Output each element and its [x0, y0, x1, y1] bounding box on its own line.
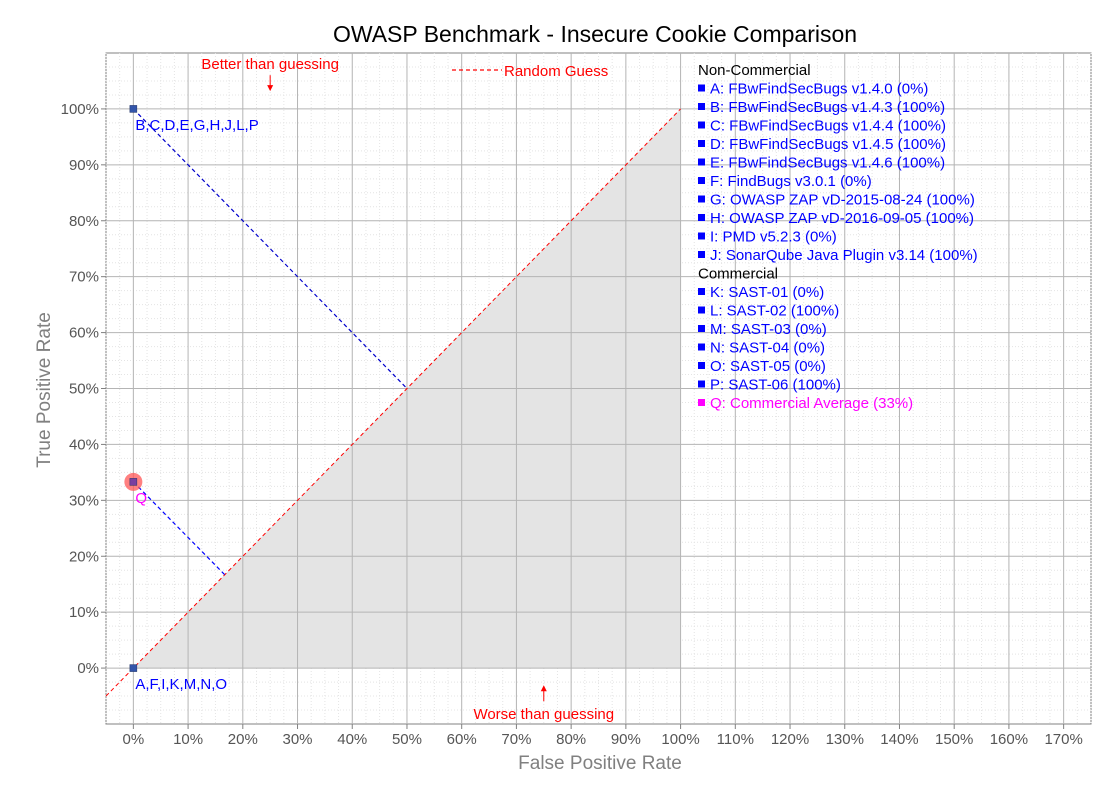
y-tick-label: 70% [69, 269, 99, 286]
x-tick-label: 30% [283, 731, 313, 748]
x-tick-label: 160% [990, 731, 1028, 748]
legend-item: O: SAST-05 (0%) [710, 358, 826, 375]
annotation-arrow-head [267, 85, 274, 92]
legend: Non-Commercial A: FBwFindSecBugs v1.4.0 (… [698, 62, 978, 412]
annotation-text: Worse than guessing [473, 706, 614, 723]
legend-swatch [698, 362, 705, 369]
x-tick-label: 150% [935, 731, 973, 748]
y-tick-label: 40% [69, 436, 99, 453]
legend-swatch [698, 84, 705, 92]
x-tick-label: 90% [611, 731, 641, 748]
legend-swatch [698, 140, 705, 147]
y-tick-label: 50% [69, 381, 99, 398]
legend-swatch [698, 195, 705, 203]
legend-item: Q: Commercial Average (33%) [710, 395, 913, 412]
legend-item: L: SAST-02 (100%) [710, 303, 839, 320]
legend-item: N: SAST-04 (0%) [710, 340, 825, 357]
legend-swatch [698, 343, 705, 351]
x-tick-label: 0% [123, 731, 145, 748]
y-tick-label: 100% [61, 101, 99, 118]
legend-item: H: OWASP ZAP vD-2016-09-05 (100%) [710, 210, 974, 227]
legend-swatch [698, 177, 705, 184]
legend-swatch [698, 288, 705, 295]
y-tick-label: 80% [69, 213, 99, 230]
legend-swatch [698, 103, 705, 110]
point-label: A,F,I,K,M,N,O [135, 676, 227, 693]
legend-item: D: FBwFindSecBugs v1.4.5 (100%) [710, 136, 946, 153]
x-tick-label: 20% [228, 731, 258, 748]
legend-item: I: PMD v5.2.3 (0%) [710, 229, 837, 246]
y-tick-label: 10% [69, 604, 99, 621]
annotations: Better than guessing Worse than guessing [201, 56, 614, 723]
data-points: B,C,D,E,G,H,J,L,P A,F,I,K,M,N,O Q [124, 105, 259, 693]
legend-item: B: FBwFindSecBugs v1.4.3 (100%) [710, 99, 945, 116]
legend-item: M: SAST-03 (0%) [710, 321, 827, 338]
point-marker [129, 105, 138, 113]
legend-swatch [698, 121, 705, 129]
y-tick-label: 0% [77, 660, 99, 677]
x-tick-label: 170% [1044, 731, 1082, 748]
legend-item: A: FBwFindSecBugs v1.4.0 (0%) [710, 81, 928, 98]
major-grid [106, 53, 1091, 724]
x-tick-label: 50% [392, 731, 422, 748]
projection-line [132, 481, 226, 576]
annotation-arrow-head [540, 685, 547, 692]
y-tick-label: 20% [69, 548, 99, 565]
axis-ticks: 0% 10% 20% 30% 40% 50% 60% 70% 80% 90% 100% 110% 120… [61, 101, 1083, 748]
x-tick-label: 10% [173, 731, 203, 748]
legend-swatch [698, 158, 705, 166]
legend-item: P: SAST-06 (100%) [710, 377, 841, 394]
legend-heading: Non-Commercial [698, 62, 811, 79]
x-tick-label: 70% [501, 731, 531, 748]
chart-title: OWASP Benchmark - Insecure Cookie Compar… [333, 21, 857, 47]
projection-lines [132, 108, 408, 576]
legend-item: E: FBwFindSecBugs v1.4.6 (100%) [710, 155, 945, 172]
legend-swatch [698, 325, 705, 332]
y-tick-label: 30% [69, 492, 99, 509]
legend-item: J: SonarQube Java Plugin v3.14 (100%) [710, 247, 978, 264]
x-tick-label: 40% [337, 731, 367, 748]
point-marker [129, 664, 138, 672]
x-tick-label: 120% [771, 731, 809, 748]
projection-line [132, 108, 408, 389]
legend-swatch [698, 306, 705, 314]
x-tick-label: 140% [880, 731, 918, 748]
legend-swatch [698, 232, 705, 240]
x-tick-label: 100% [661, 731, 699, 748]
x-tick-label: 80% [556, 731, 586, 748]
x-tick-label: 130% [826, 731, 864, 748]
point-label: Q [135, 490, 147, 507]
legend-swatch [698, 380, 705, 388]
point-marker [129, 478, 138, 486]
legend-swatch [698, 399, 705, 406]
point-label: B,C,D,E,G,H,J,L,P [135, 117, 258, 134]
random-guess-legend-label: Random Guess [504, 63, 608, 80]
legend-swatch [698, 251, 705, 258]
legend-item: C: FBwFindSecBugs v1.4.4 (100%) [710, 118, 946, 135]
legend-heading: Commercial [698, 266, 778, 283]
x-tick-label: 60% [447, 731, 477, 748]
legend-item: F: FindBugs v3.0.1 (0%) [710, 173, 872, 190]
legend-random-guess: Random Guess [452, 63, 608, 80]
random-guess-line [105, 108, 681, 697]
x-axis-label: False Positive Rate [518, 753, 682, 774]
x-tick-label: 110% [717, 731, 754, 748]
legend-item: G: OWASP ZAP vD-2015-08-24 (100%) [710, 192, 975, 209]
annotation-text: Better than guessing [201, 56, 339, 73]
random-guess-diagonal [105, 108, 681, 697]
y-axis-label: True Positive Rate [34, 312, 55, 468]
y-tick-label: 60% [69, 325, 99, 342]
legend-item: K: SAST-01 (0%) [710, 284, 824, 301]
y-tick-label: 90% [69, 157, 99, 174]
legend-swatch [698, 214, 705, 221]
